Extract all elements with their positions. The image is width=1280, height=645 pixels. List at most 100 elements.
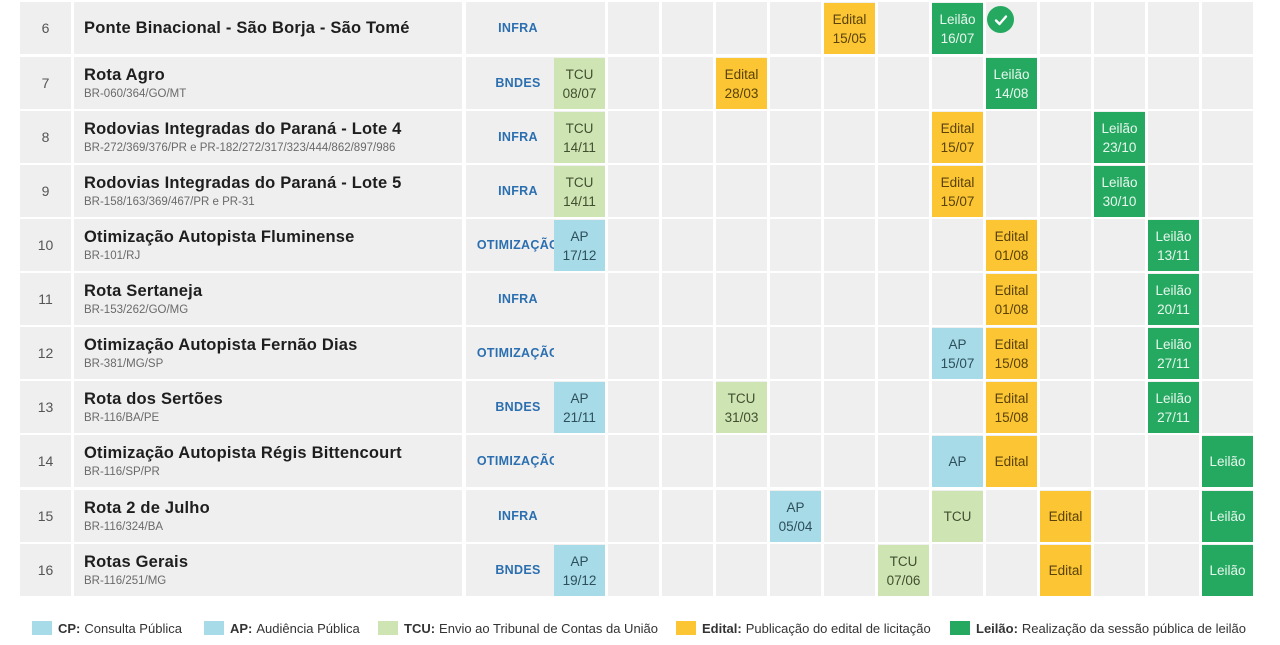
milestone-leilao: Leilão 14/08 bbox=[986, 58, 1037, 109]
month-cell bbox=[1094, 2, 1145, 54]
project-name-cell: Rodovias Integradas do Paraná - Lote 4 BR… bbox=[74, 111, 462, 163]
month-cell bbox=[1202, 219, 1253, 271]
month-cell bbox=[770, 165, 821, 217]
month-cell bbox=[608, 2, 659, 54]
month-cell bbox=[1094, 490, 1145, 542]
milestone-tcu: TCU 14/11 bbox=[554, 166, 605, 217]
legend-item-ap: AP: Audiência Pública bbox=[204, 618, 360, 638]
milestone-leilao: Leilão bbox=[1202, 545, 1253, 596]
project-title: Ponte Binacional - São Borja - São Tomé bbox=[84, 18, 410, 37]
month-cell bbox=[824, 57, 875, 109]
month-cell bbox=[716, 2, 767, 54]
agency-label: INFRA bbox=[466, 111, 570, 163]
row-number: 11 bbox=[20, 273, 71, 325]
month-cell bbox=[824, 490, 875, 542]
project-title: Rota 2 de Julho bbox=[84, 499, 210, 517]
project-highways: BR-116/251/MG bbox=[84, 575, 167, 587]
project-highways: BR-116/BA/PE bbox=[84, 412, 160, 424]
row-number: 16 bbox=[20, 544, 71, 596]
milestone-label: Edital bbox=[994, 336, 1029, 352]
milestone-label: Leilão bbox=[1155, 336, 1192, 352]
month-cell bbox=[1202, 111, 1253, 163]
row-number: 13 bbox=[20, 381, 71, 433]
month-cell bbox=[716, 165, 767, 217]
legend-text: Audiência Pública bbox=[256, 620, 360, 636]
project-name-cell: Rodovias Integradas do Paraná - Lote 5 BR… bbox=[74, 165, 462, 217]
month-cell bbox=[662, 327, 713, 379]
month-cell bbox=[662, 435, 713, 487]
month-cell bbox=[824, 111, 875, 163]
month-cell bbox=[608, 111, 659, 163]
milestone-label: TCU bbox=[565, 174, 594, 190]
table-row: 11 Rota Sertaneja BR-153/262/GO/MG INFRA Edi… bbox=[20, 273, 1256, 325]
legend-abbr: TCU: bbox=[404, 620, 436, 636]
month-cell bbox=[608, 490, 659, 542]
month-cell bbox=[1148, 490, 1199, 542]
legend-swatch bbox=[378, 621, 398, 635]
milestone-label: AP bbox=[570, 553, 589, 569]
month-cell bbox=[716, 435, 767, 487]
milestone-date: 15/07 bbox=[940, 193, 975, 209]
month-cell bbox=[608, 381, 659, 433]
milestone-date: 20/11 bbox=[1157, 301, 1190, 317]
month-cell bbox=[1040, 57, 1091, 109]
milestone-tcu: TCU bbox=[932, 491, 983, 542]
legend-item-edital: Edital: Publicação do edital de licitação bbox=[676, 618, 931, 638]
milestone-edital: Edital bbox=[1040, 491, 1091, 542]
milestone-date: 27/11 bbox=[1157, 409, 1190, 425]
month-cell bbox=[608, 435, 659, 487]
agency-label: BNDES bbox=[466, 57, 570, 109]
milestone-tcu: TCU 31/03 bbox=[716, 382, 767, 433]
milestone-date: 13/11 bbox=[1157, 247, 1190, 263]
milestone-date: 21/11 bbox=[563, 409, 596, 425]
milestone-date: 16/07 bbox=[940, 30, 975, 46]
month-cell bbox=[986, 544, 1037, 596]
milestone-leilao: Leilão 16/07 bbox=[932, 3, 983, 54]
month-cell bbox=[1148, 111, 1199, 163]
month-cell bbox=[608, 273, 659, 325]
month-cell bbox=[878, 435, 929, 487]
month-cell bbox=[1202, 273, 1253, 325]
milestone-date: 31/03 bbox=[724, 409, 759, 425]
month-cell bbox=[1040, 219, 1091, 271]
month-cell bbox=[770, 381, 821, 433]
milestone-date: 23/10 bbox=[1102, 139, 1137, 155]
table-row: 10 Otimização Autopista Fluminense BR-101/… bbox=[20, 219, 1256, 271]
month-cell bbox=[608, 165, 659, 217]
month-cell bbox=[878, 327, 929, 379]
table-row: 15 Rota 2 de Julho BR-116/324/BA INFRA AP 05/… bbox=[20, 490, 1256, 542]
row-number: 10 bbox=[20, 219, 71, 271]
legend-text: Envio ao Tribunal de Contas da União bbox=[439, 620, 659, 636]
milestone-date: 28/03 bbox=[724, 85, 759, 101]
agency-label: BNDES bbox=[466, 544, 570, 596]
project-title: Rota Agro bbox=[84, 66, 165, 84]
milestone-leilao: Leilão bbox=[1202, 491, 1253, 542]
row-number: 6 bbox=[20, 2, 71, 54]
project-highways: BR-116/324/BA bbox=[84, 521, 164, 533]
milestone-label: Edital bbox=[940, 120, 975, 136]
month-cell bbox=[1040, 273, 1091, 325]
project-highways: BR-158/163/369/467/PR e PR-31 bbox=[84, 196, 255, 208]
month-cell bbox=[1040, 165, 1091, 217]
milestone-label: Edital bbox=[994, 228, 1029, 244]
month-cell bbox=[932, 57, 983, 109]
agency-label: INFRA bbox=[466, 273, 570, 325]
table-row: 14 Otimização Autopista Régis Bittencourt… bbox=[20, 435, 1256, 487]
month-cell bbox=[1202, 165, 1253, 217]
milestone-label: Leilão bbox=[1155, 282, 1192, 298]
month-cell bbox=[1148, 57, 1199, 109]
milestone-label: TCU bbox=[727, 390, 756, 406]
milestone-label: Edital bbox=[994, 454, 1029, 469]
agency-label: OTIMIZAÇÃO bbox=[466, 435, 570, 487]
row-number: 14 bbox=[20, 435, 71, 487]
month-cell bbox=[986, 490, 1037, 542]
month-cell bbox=[878, 111, 929, 163]
month-cell bbox=[770, 57, 821, 109]
month-cell bbox=[1148, 544, 1199, 596]
milestone-leilao: Leilão 27/11 bbox=[1148, 328, 1199, 379]
month-cell bbox=[932, 381, 983, 433]
project-title: Otimização Autopista Fluminense bbox=[84, 228, 355, 246]
milestone-label: AP bbox=[570, 228, 589, 244]
milestone-leilao: Leilão 13/11 bbox=[1148, 220, 1199, 271]
table-row: 9 Rodovias Integradas do Paraná - Lote 5 B… bbox=[20, 165, 1256, 217]
